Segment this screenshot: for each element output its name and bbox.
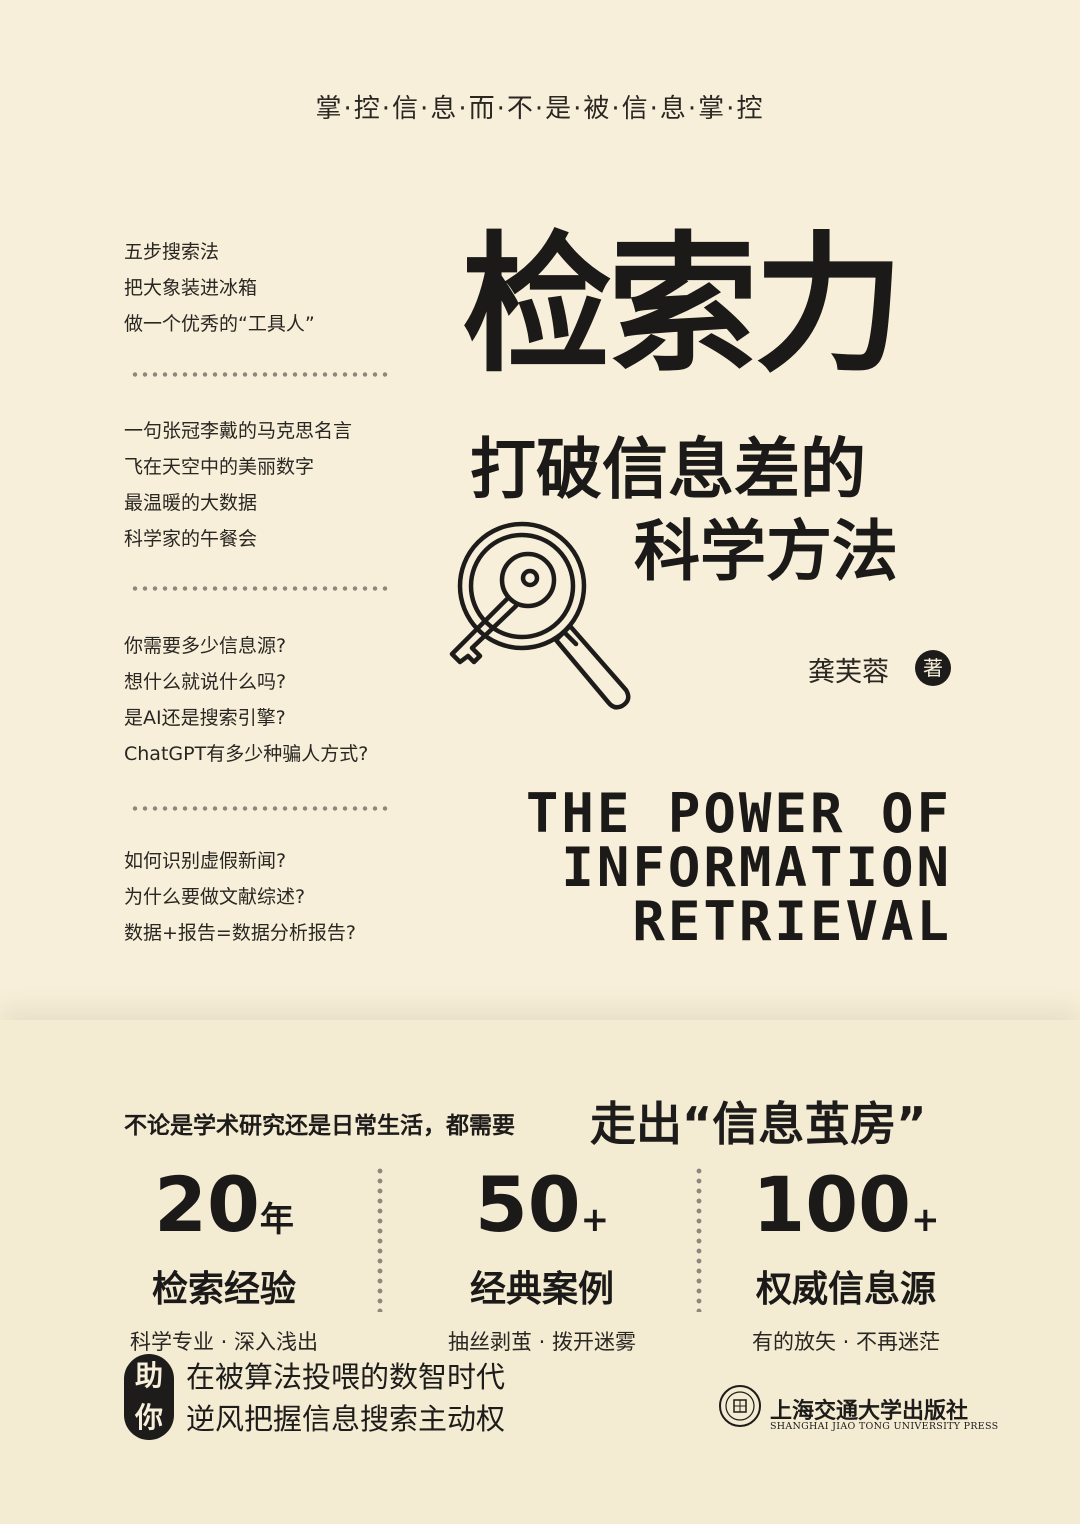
blurb-line: 科学家的午餐会 (124, 528, 258, 550)
english-title-line: RETRIEVAL (632, 890, 952, 953)
stat-number: 100 (752, 1160, 912, 1249)
subtitle-line-2: 科学方法 (634, 513, 898, 590)
author-name: 龚芙蓉 (808, 657, 889, 688)
stat-unit: + (911, 1200, 940, 1240)
dotted-divider (130, 806, 392, 811)
vertical-dotted-divider (696, 1166, 702, 1312)
english-title-line: INFORMATION (561, 836, 952, 899)
blurb-line: 把大象装进冰箱 (124, 277, 258, 299)
blurb-line: 想什么就说什么吗? (124, 671, 287, 693)
blurb-line: 是AI还是搜索引擎? (124, 707, 286, 729)
blurb-group-2: 一句张冠李戴的马克思名言 飞在天空中的美丽数字 最温暖的大数据 科学家的午餐会 (124, 413, 352, 557)
blurb-line: ChatGPT有多少种骗人方式? (124, 743, 369, 765)
slogan-intro: 不论是学术研究还是日常生活，都需要 (124, 1113, 515, 1139)
blurb-line: 一句张冠李戴的马克思名言 (124, 420, 353, 442)
author-role-badge: 著 (915, 650, 951, 686)
stat-number-line: 50+ (392, 1160, 692, 1265)
subtitle-line-1: 打破信息差的 (470, 431, 866, 508)
stat-unit: 年 (259, 1200, 294, 1240)
tagline: 掌·控·信·息·而·不·是·被·信·息·掌·控 (315, 94, 765, 124)
stat-number-line: 100+ (696, 1160, 996, 1265)
blurb-group-4: 如何识别虚假新闻? 为什么要做文献综述? 数据+报告=数据分析报告? (124, 843, 356, 951)
stat-desc: 抽丝剥茧 · 拨开迷雾 (447, 1330, 637, 1354)
stat-sources: 100+ 权威信息源 有的放矢 · 不再迷茫 (696, 1160, 996, 1357)
stat-name: 权威信息源 (755, 1269, 936, 1310)
slogan-highlight: 走出“信息茧房” (590, 1097, 927, 1151)
book-title: 检索力 (462, 219, 904, 393)
blurb-line: 做一个优秀的“工具人” (124, 313, 315, 335)
blurb-line: 五步搜索法 (124, 241, 220, 263)
stat-desc: 有的放矢 · 不再迷茫 (751, 1330, 941, 1354)
stat-experience: 20年 检索经验 科学专业 · 深入浅出 (74, 1160, 374, 1357)
stat-cases: 50+ 经典案例 抽丝剥茧 · 拨开迷雾 (392, 1160, 692, 1357)
stat-unit: + (580, 1200, 610, 1240)
blurb-group-3: 你需要多少信息源? 想什么就说什么吗? 是AI还是搜索引擎? ChatGPT有多… (124, 628, 368, 772)
blurb-line: 飞在天空中的美丽数字 (124, 456, 315, 478)
help-line-2: 逆风把握信息搜索主动权 (186, 1402, 506, 1436)
publisher-seal-icon (719, 1385, 761, 1427)
bottom-band (0, 1020, 1080, 1524)
stat-number: 20 (154, 1160, 260, 1249)
publisher-name-en: SHANGHAI JIAO TONG UNIVERSITY PRESS (770, 1421, 999, 1432)
magnifier-key-icon (449, 521, 631, 710)
english-title-line: THE POWER OF (525, 782, 952, 845)
dotted-divider (130, 372, 392, 377)
blurb-line: 如何识别虚假新闻? (124, 850, 287, 872)
blurb-line: 你需要多少信息源? (124, 635, 287, 657)
stat-number: 50 (474, 1160, 581, 1249)
publisher-name: 上海交通大学出版社 (770, 1398, 969, 1424)
blurb-line: 为什么要做文献综述? (124, 886, 306, 908)
vertical-dotted-divider (377, 1166, 383, 1312)
stat-name: 检索经验 (151, 1269, 296, 1310)
help-badge-top: 助 (124, 1354, 174, 1398)
blurb-line: 最温暖的大数据 (124, 492, 258, 514)
help-badge-bottom: 你 (124, 1396, 174, 1440)
stat-name: 经典案例 (469, 1269, 614, 1310)
dotted-divider (130, 586, 392, 591)
stat-desc: 科学专业 · 深入浅出 (129, 1330, 319, 1354)
stat-number-line: 20年 (74, 1160, 374, 1265)
help-line-1: 在被算法投喂的数智时代 (186, 1360, 506, 1394)
blurb-line: 数据+报告=数据分析报告? (124, 922, 356, 944)
blurb-group-1: 五步搜索法 把大象装进冰箱 做一个优秀的“工具人” (124, 234, 315, 342)
